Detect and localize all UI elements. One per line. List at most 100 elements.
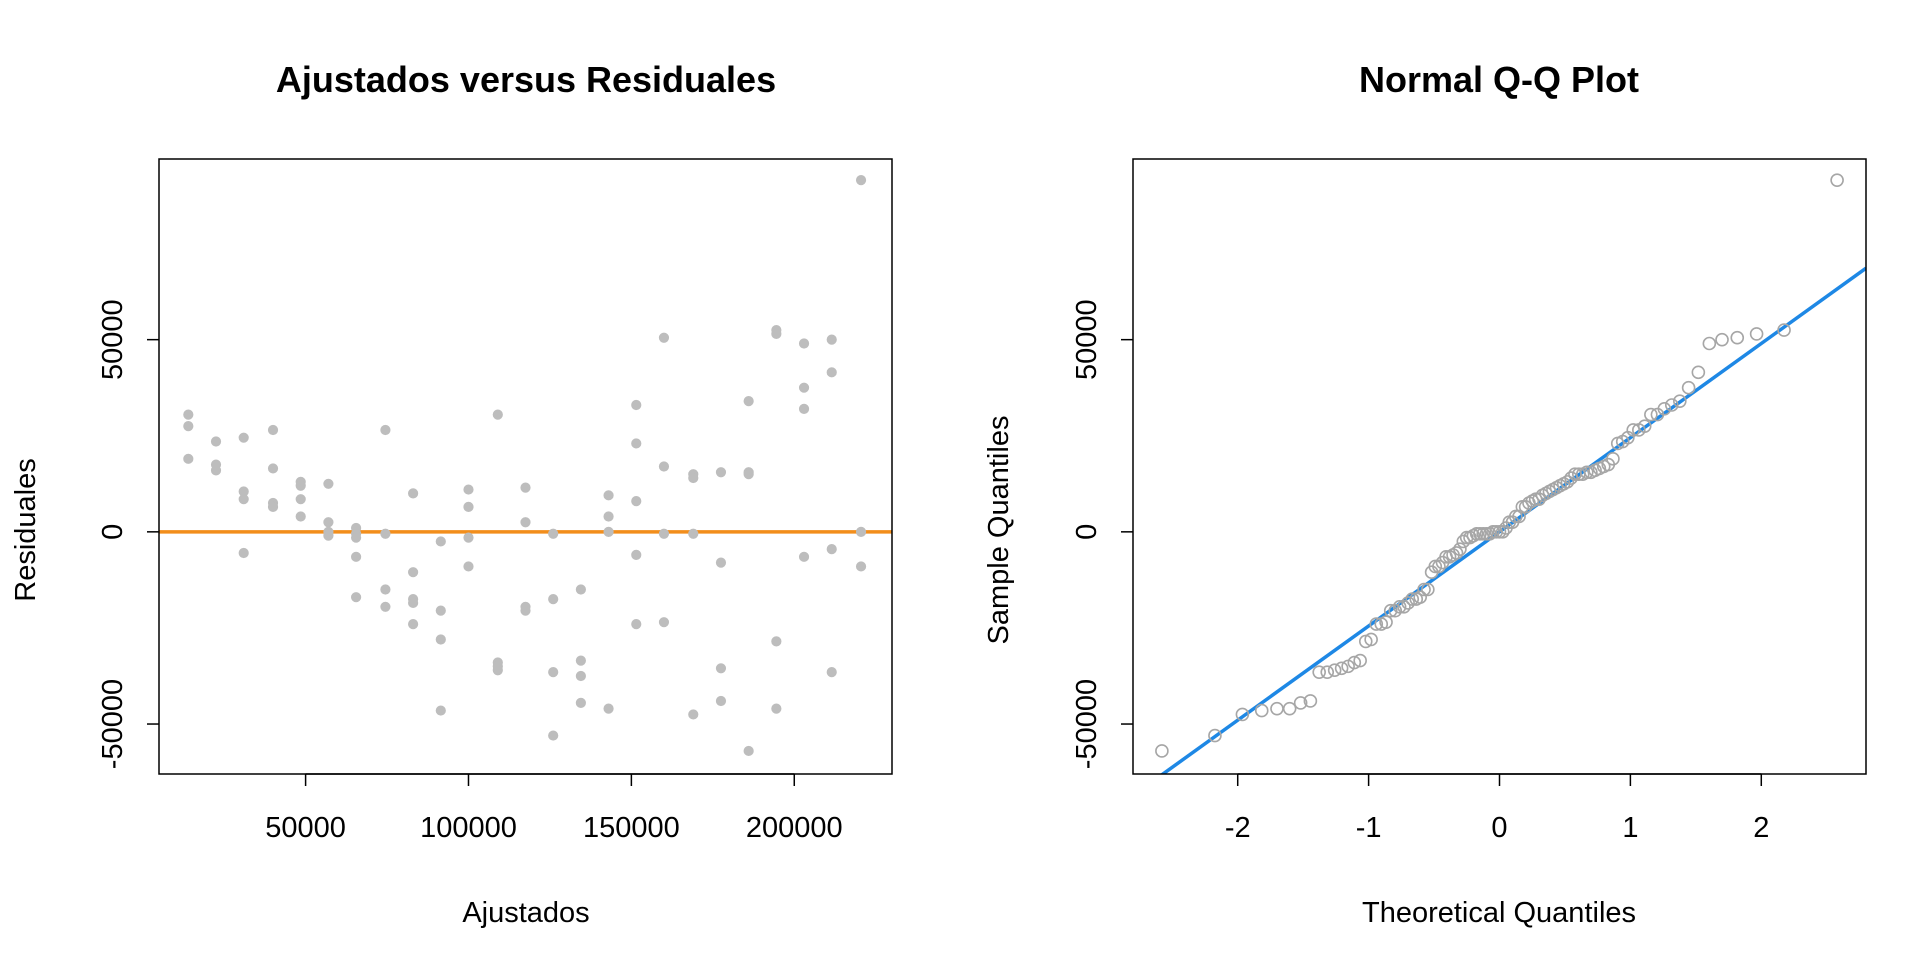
qq-point (1392, 599, 1407, 614)
qq-point (1208, 728, 1222, 743)
residual-point (492, 409, 503, 420)
qq-point (1320, 665, 1335, 679)
qq-point (1512, 509, 1526, 524)
residuals-plot-title: Ajustados versus Residuales (276, 59, 776, 100)
qq-point (1327, 663, 1342, 678)
residual-point (715, 557, 727, 568)
qq-point (1383, 603, 1398, 618)
qq-point (1606, 452, 1620, 466)
qq-point (1293, 696, 1308, 710)
residual-point (548, 528, 559, 539)
qq-point (1353, 653, 1367, 668)
qq-point (1456, 534, 1471, 549)
residual-point (323, 478, 334, 489)
residual-point (658, 617, 670, 628)
qq-point (1417, 582, 1431, 597)
residual-point (548, 594, 559, 605)
residual-point (520, 517, 531, 528)
qq-point (1155, 744, 1169, 758)
residual-point (380, 584, 391, 595)
qq-point (1637, 419, 1652, 433)
qq-point (1254, 703, 1269, 718)
qq-point (1492, 525, 1507, 539)
qq-point (1401, 596, 1415, 610)
residual-point (267, 463, 279, 474)
residual-point (463, 501, 474, 512)
qq-y-tick-label: 50000 (1071, 299, 1103, 380)
residual-point (548, 667, 559, 678)
qq-point (1495, 525, 1510, 539)
qq-x-tick-label: -1 (1356, 812, 1382, 844)
residual-point (295, 511, 306, 522)
residuals-y-tick-label: -50000 (97, 679, 129, 769)
residual-point (688, 528, 699, 539)
qq-point (1397, 599, 1411, 614)
residual-point (238, 494, 249, 505)
residual-point (492, 665, 503, 676)
qq-point (1303, 694, 1318, 708)
residuals-y-tick-label: 50000 (97, 299, 129, 380)
residual-point (771, 636, 782, 647)
residuals-x-tick-label: 200000 (746, 812, 843, 844)
residual-point (743, 469, 754, 480)
residual-point (350, 551, 362, 562)
qq-plot-title: Normal Q-Q Plot (1359, 59, 1639, 100)
residual-point (238, 547, 249, 559)
qq-marks: -2 -1 0 1 2 -50000 0 50000 (1071, 173, 1866, 844)
residual-point (575, 655, 586, 666)
residuals-marks: 50000 100000 150000 200000 -50000 0 50000 (97, 175, 892, 844)
qq-point (1528, 492, 1543, 506)
qq-point (1334, 661, 1349, 676)
residual-point (380, 601, 391, 612)
residual-point (631, 399, 642, 411)
residual-point (183, 409, 194, 420)
qq-point (1508, 509, 1523, 524)
qq-point (1405, 592, 1420, 606)
residual-point (826, 367, 837, 378)
residual-point (715, 467, 727, 478)
residual-point (771, 328, 782, 339)
qq-point (1673, 394, 1687, 408)
residual-point (855, 561, 867, 572)
qq-y-tick-label: -50000 (1071, 679, 1103, 769)
residuals-x-tick-label: 100000 (420, 812, 517, 844)
qq-point (1473, 526, 1487, 541)
residual-point (295, 480, 306, 491)
residual-point (435, 536, 446, 547)
qq-point (1347, 655, 1362, 670)
residual-point (435, 705, 446, 716)
qq-point (1691, 365, 1706, 380)
qq-x-tick-label: -2 (1225, 812, 1251, 844)
qq-point (1777, 323, 1791, 337)
residual-point (688, 709, 699, 720)
qq-point (1560, 475, 1575, 489)
qq-plot-frame (1132, 158, 1867, 775)
qq-point (1413, 590, 1427, 604)
residual-point (603, 526, 614, 537)
residual-point (631, 549, 642, 561)
qq-point (1564, 471, 1578, 485)
residual-point (435, 634, 446, 645)
qq-point (1379, 615, 1393, 629)
residual-point (435, 605, 446, 616)
residual-point (183, 421, 194, 432)
qq-point (1579, 465, 1594, 480)
residual-point (575, 670, 586, 682)
residual-point (826, 544, 837, 555)
residual-point (798, 338, 810, 349)
qq-x-tick-label: 2 (1753, 812, 1769, 844)
residual-point (323, 530, 334, 541)
qq-y-axis-label: Sample Quantiles (983, 416, 1015, 645)
qq-point (1486, 525, 1500, 539)
residual-point (855, 175, 867, 186)
residual-point (688, 472, 699, 484)
residual-point (295, 494, 306, 505)
qq-point (1749, 327, 1764, 341)
residual-point (520, 482, 531, 493)
residual-point (826, 334, 837, 345)
residual-point (743, 396, 754, 407)
qq-point (1664, 398, 1679, 412)
residual-point (210, 465, 222, 476)
residual-point (183, 453, 194, 464)
residual-point (575, 584, 586, 595)
